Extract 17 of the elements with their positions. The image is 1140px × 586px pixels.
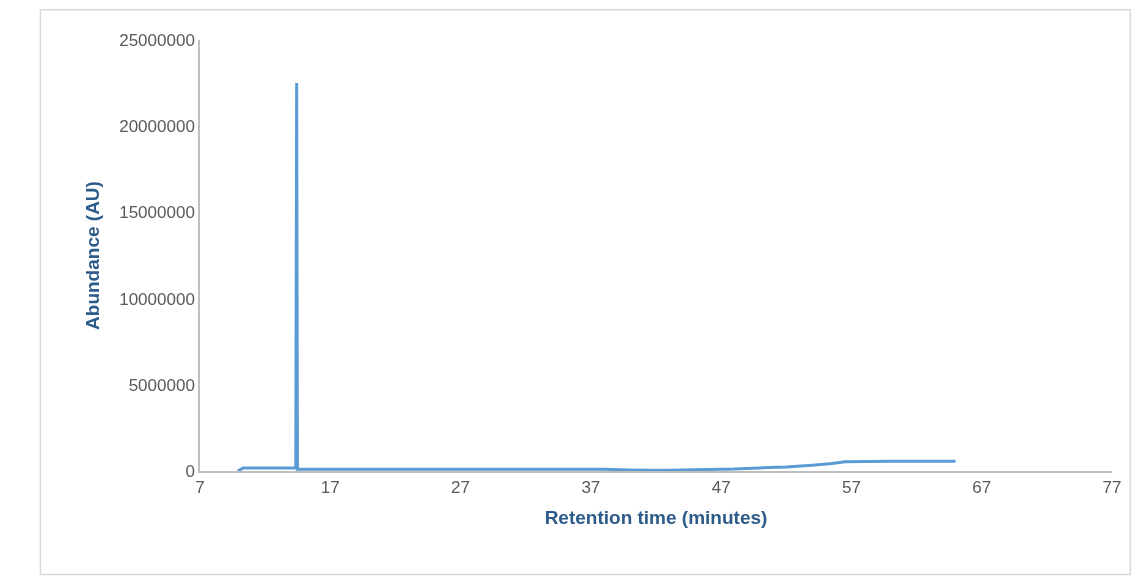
- x-tick-label: 7: [195, 478, 205, 498]
- x-tick-label: 27: [451, 478, 471, 498]
- x-axis-title: Retention time (minutes): [544, 507, 768, 529]
- line-series: [236, 81, 958, 471]
- y-tick-label: 20000000: [119, 117, 195, 137]
- y-tick-label: 25000000: [119, 30, 195, 50]
- x-tick-label: 77: [1102, 478, 1122, 498]
- x-tick-label: 17: [320, 478, 340, 498]
- x-tick-label: 57: [841, 478, 861, 498]
- y-tick-label: 5000000: [128, 375, 195, 395]
- x-tick-label: 37: [581, 478, 601, 498]
- x-tick-label: 67: [972, 478, 992, 498]
- x-tick-label: 47: [711, 478, 731, 498]
- y-tick-label: 10000000: [119, 289, 195, 309]
- y-tick-label: 0: [185, 461, 195, 481]
- y-axis-title: Abundance (AU): [81, 181, 103, 330]
- y-tick-label: 15000000: [119, 203, 195, 223]
